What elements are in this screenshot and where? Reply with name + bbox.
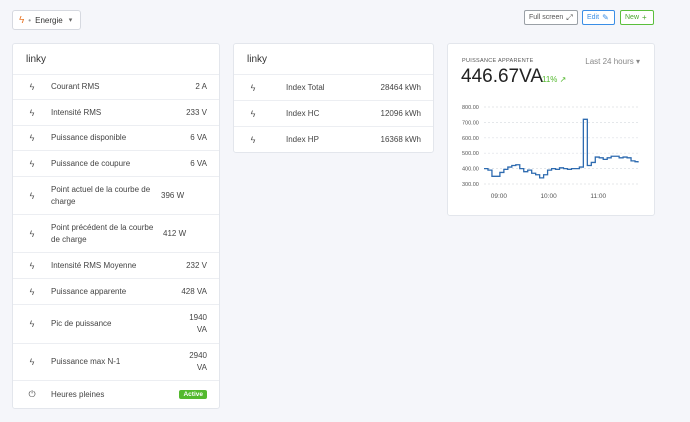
sensor-label: Puissance disponible [51,133,127,142]
sensor-value: 232 V [186,260,207,270]
index-row[interactable]: ϟ Index Total 28464 kWh [234,75,433,101]
y-tick-label: 500.00 [462,151,479,157]
edit-button[interactable]: Edit ✎ [582,10,615,25]
new-button[interactable]: New + [620,10,654,25]
expand-icon: ⤢ [566,13,573,22]
sensor-value: 396 W [161,190,185,200]
index-label: Index HP [286,135,319,144]
dashboard-name: Energie [35,15,63,25]
bolt-icon: ϟ [29,228,35,239]
sensor-label: Puissance max N-1 [51,357,121,366]
range-select[interactable]: Last 24 hours ▾ [585,57,640,66]
sensor-row[interactable]: ϟ Courant RMS 2 A [13,75,219,100]
sensor-value: 428 VA [181,286,207,296]
power-line-chart: 800.00 700.00 600.00 500.00 400.00 300.00 09:0… [462,105,639,200]
sensor-label: Point précédent de la courbe de charge [51,222,154,244]
sensor-row[interactable]: ϟ Point actuel de la courbe de charge 396 … [13,177,219,215]
edit-label: Edit [587,14,600,21]
linky-sensors-card: linky ϟ Courant RMS 2 A ϟ Intensité RMS 233 V… [12,43,220,409]
y-tick-label: 300.00 [462,182,479,188]
y-tick-label: 800.00 [462,105,479,111]
sensor-value: 6 VA [190,133,207,142]
sensor-value: 233 V [186,107,207,117]
new-label: New [625,14,640,21]
x-tick-label: 09:00 [491,193,508,200]
index-label: Index Total [286,82,325,92]
sensor-row[interactable]: ϟ Puissance max N-1 2940 VA [13,344,219,381]
dashboard-select[interactable]: ϟ • Energie ▾ [12,10,82,30]
bolt-icon: ϟ [29,260,35,271]
fullscreen-label: Full screen [529,14,564,21]
bolt-icon: ϟ [29,158,35,169]
sensor-label: Puissance apparente [51,286,127,296]
index-value: 28464 kWh [380,82,421,92]
bolt-icon: ϟ [250,82,256,93]
bolt-icon: ϟ [29,133,35,143]
index-row[interactable]: ϟ Index HP 16368 kWh [234,127,433,153]
bolt-icon: ϟ [29,82,35,92]
current-value: 446.67VA [461,66,544,87]
linky-index-card: linky ϟ Index Total 28464 kWh ϟ Index HC 1209… [233,43,434,153]
range-label: Last 24 hours [585,57,634,66]
plus-icon: + [642,13,647,22]
sensor-value: 2940 VA [189,351,207,372]
sensor-value: 6 VA [190,158,207,168]
index-value: 12096 kWh [380,108,421,118]
sensor-list: ϟ Courant RMS 2 A ϟ Intensité RMS 233 V ϟ Puiss… [13,75,219,408]
sensor-label: Heures pleines [51,389,105,399]
sensor-row[interactable]: ϟ Intensité RMS Moyenne 232 V [13,253,219,279]
sensor-label: Courant RMS [51,82,100,91]
y-tick-label: 400.00 [462,167,479,173]
bolt-icon: ϟ [29,286,35,297]
bullet-icon: • [28,15,32,25]
card-title: linky [234,44,433,75]
y-tick-label: 700.00 [462,120,479,126]
sensor-value: 1940 VA [189,313,207,334]
bolt-icon: ϟ [250,135,256,145]
sensor-row[interactable]: ϟ Puissance apparente 428 VA [13,279,219,305]
y-tick-label: 600.00 [462,136,479,142]
sensor-row[interactable]: ϟ Puissance disponible 6 VA [13,126,219,151]
bolt-icon: ϟ [19,14,25,26]
sensor-label: PUISSANCE APPARENTE [462,58,534,64]
chevron-down-icon: ▾ [68,17,73,24]
sensor-row[interactable]: ϟ Puissance de coupure 6 VA [13,151,219,177]
sensor-row[interactable]: ϟ Pic de puissance 1940 VA [13,305,219,344]
bolt-icon: ϟ [250,108,256,119]
index-value: 16368 kWh [380,135,421,144]
sensor-label: Intensité RMS [51,107,102,117]
index-row[interactable]: ϟ Index HC 12096 kWh [234,101,433,127]
bolt-icon: ϟ [29,107,35,118]
sensor-label: Point actuel de la courbe de charge [51,184,151,206]
fullscreen-button[interactable]: Full screen ⤢ [524,10,578,25]
series-line [484,118,639,179]
sensor-label: Intensité RMS Moyenne [51,260,137,270]
edit-icon: ✎ [602,13,609,22]
trend-value: 11% [542,75,558,84]
trend-up-icon: ↗ [559,75,567,84]
sensor-value: 2 A [195,82,207,91]
index-list: ϟ Index Total 28464 kWh ϟ Index HC 12096 kWh ϟ… [234,75,433,153]
x-tick-label: 11:00 [590,193,606,200]
trend-indicator: 11% ↗ [542,75,566,84]
sensor-row[interactable]: ϟ Point précédent de la courbe de charge 4… [13,215,219,253]
sensor-label: Pic de puissance [51,319,112,328]
sensor-value: 412 W [163,228,187,238]
x-tick-label: 10:00 [540,193,557,200]
card-title: linky [13,44,219,75]
bolt-icon: ϟ [29,190,35,201]
bolt-icon: ϟ [29,357,35,367]
status-badge: Active [179,390,207,399]
power-graph-card[interactable]: PUISSANCE APPARENTE Last 24 hours ▾ 446.… [447,43,655,216]
sensor-row[interactable]: ⏻ Heures pleines Active [13,381,219,408]
bolt-icon: ϟ [29,319,35,329]
sensor-row[interactable]: ϟ Intensité RMS 233 V [13,100,219,126]
index-label: Index HC [286,108,320,118]
power-icon: ⏻ [28,389,36,399]
chevron-down-icon: ▾ [635,57,640,66]
sensor-label: Puissance de coupure [51,158,131,168]
